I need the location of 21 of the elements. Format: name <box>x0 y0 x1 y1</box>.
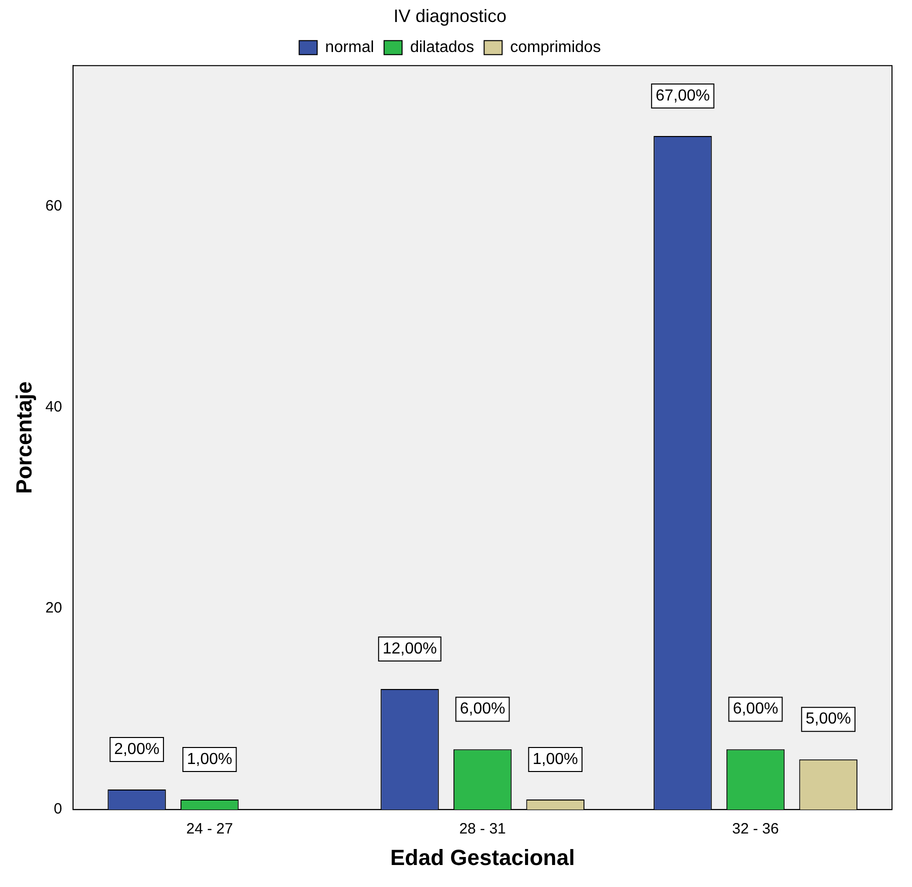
y-tick-label: 60 <box>45 197 62 214</box>
legend-label: dilatados <box>410 39 474 56</box>
data-label: 1,00% <box>186 750 232 768</box>
data-label: 67,00% <box>656 87 710 104</box>
y-tick-label: 0 <box>54 800 62 818</box>
legend-label: normal <box>325 39 374 56</box>
data-label: 12,00% <box>382 640 437 658</box>
legend-label: comprimidos <box>510 39 601 56</box>
data-label: 5,00% <box>806 710 851 728</box>
data-label: 2,00% <box>114 740 160 758</box>
data-label: 6,00% <box>460 700 506 718</box>
x-tick-label: 32 - 36 <box>732 820 779 838</box>
data-label: 1,00% <box>532 750 578 768</box>
x-axis-title: Edad Gestacional <box>390 844 575 870</box>
x-tick-label: 24 - 27 <box>186 820 233 838</box>
x-tick-label: 28 - 31 <box>459 820 506 838</box>
data-label: 6,00% <box>732 700 778 718</box>
y-axis-title: Porcentaje <box>11 381 36 494</box>
y-tick-label: 40 <box>45 398 62 416</box>
legend-title: IV diagnostico <box>393 6 507 26</box>
y-tick-label: 20 <box>45 600 62 617</box>
